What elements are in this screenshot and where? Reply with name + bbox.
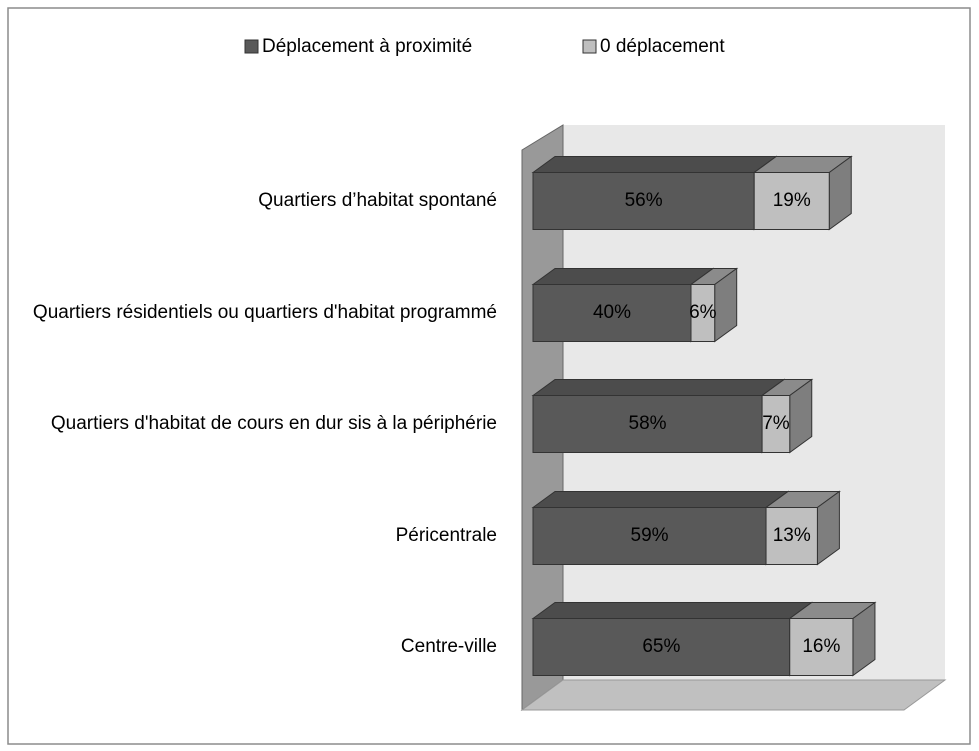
- value-label: 13%: [773, 525, 811, 546]
- legend-label: 0 déplacement: [600, 36, 725, 57]
- value-label: 40%: [593, 302, 631, 323]
- bar-top: [531, 379, 786, 396]
- value-label: 56%: [625, 190, 663, 211]
- bar-top: [531, 156, 778, 173]
- value-label: 19%: [773, 190, 811, 211]
- legend-swatch: [244, 39, 259, 54]
- bar-front: [690, 284, 716, 342]
- bar-front: [532, 618, 791, 676]
- value-label: 7%: [762, 413, 790, 434]
- legend-swatch: [582, 39, 597, 54]
- bar-front: [753, 172, 830, 230]
- bar-front: [532, 172, 755, 230]
- category-label: Quartiers d'habitat de cours en dur sis …: [50, 413, 497, 434]
- category-label: Péricentrale: [395, 525, 497, 546]
- bar-top: [531, 491, 790, 508]
- bar-front: [761, 395, 791, 453]
- category-label: Quartiers d’habitat spontané: [258, 190, 497, 211]
- bar-top: [531, 602, 814, 619]
- value-label: 58%: [629, 413, 667, 434]
- bar-segment: [764, 490, 841, 566]
- bar-segment: [760, 378, 814, 454]
- bar-front: [765, 507, 818, 565]
- bar-front: [532, 284, 692, 342]
- value-label: 65%: [642, 636, 680, 657]
- bar-segment: [752, 155, 853, 231]
- legend-label: Déplacement à proximité: [262, 36, 472, 57]
- bar-front: [532, 395, 763, 453]
- category-label: Quartiers résidentiels ou quartiers d'ha…: [32, 302, 497, 323]
- category-label: Centre-ville: [400, 636, 497, 657]
- value-label: 16%: [802, 636, 840, 657]
- bar-front: [789, 618, 854, 676]
- bar-segment: [689, 267, 739, 343]
- value-label: 59%: [631, 525, 669, 546]
- bar-top: [531, 268, 715, 285]
- bar-segment: [788, 601, 877, 677]
- value-label: 6%: [689, 302, 717, 323]
- floor: [520, 679, 947, 711]
